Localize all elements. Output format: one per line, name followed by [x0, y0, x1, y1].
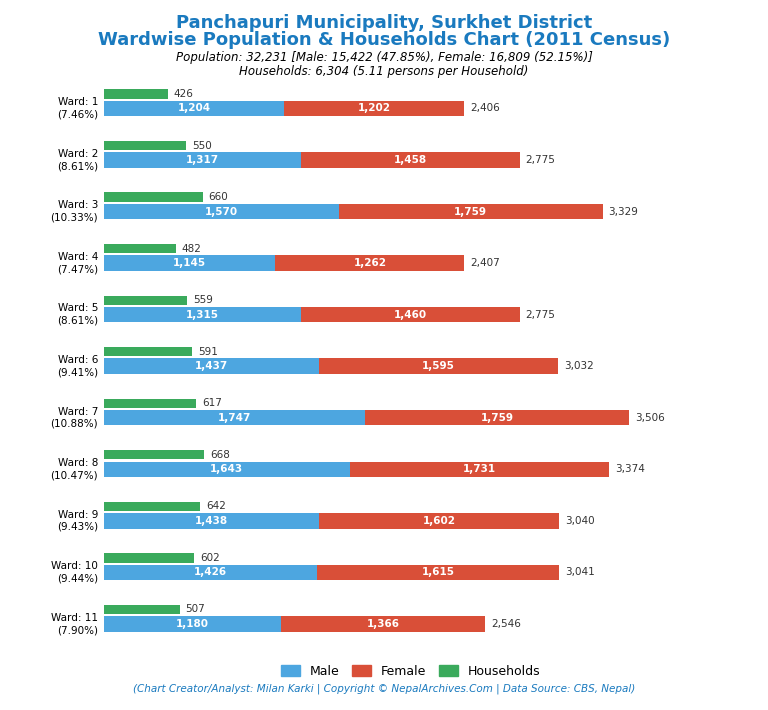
Bar: [104, 502, 200, 511]
Bar: [104, 605, 180, 614]
Text: 2,546: 2,546: [492, 619, 521, 629]
Bar: [104, 295, 187, 305]
Text: 1,570: 1,570: [205, 207, 238, 217]
Text: 1,437: 1,437: [195, 361, 228, 371]
Bar: [104, 141, 186, 151]
Bar: [319, 513, 559, 528]
Bar: [317, 564, 559, 580]
Text: 1,145: 1,145: [173, 258, 206, 268]
Text: 1,262: 1,262: [353, 258, 386, 268]
Bar: [104, 347, 192, 356]
Text: 591: 591: [198, 346, 218, 356]
Bar: [366, 410, 629, 425]
Bar: [104, 192, 203, 202]
Bar: [104, 410, 366, 425]
Text: 482: 482: [182, 244, 202, 253]
Text: 1,747: 1,747: [218, 413, 251, 422]
Bar: [104, 204, 339, 219]
Bar: [104, 152, 301, 168]
Bar: [350, 462, 609, 477]
Text: Wardwise Population & Households Chart (2011 Census): Wardwise Population & Households Chart (…: [98, 31, 670, 49]
Text: 3,374: 3,374: [615, 464, 645, 474]
Bar: [319, 359, 558, 374]
Text: Panchapuri Municipality, Surkhet District: Panchapuri Municipality, Surkhet Distric…: [176, 14, 592, 32]
Text: 617: 617: [202, 398, 222, 408]
Bar: [104, 564, 317, 580]
Text: 3,041: 3,041: [565, 567, 595, 577]
Text: Population: 32,231 [Male: 15,422 (47.85%), Female: 16,809 (52.15%)]: Population: 32,231 [Male: 15,422 (47.85%…: [176, 51, 592, 64]
Bar: [301, 152, 519, 168]
Text: 1,458: 1,458: [394, 155, 427, 165]
Text: 1,731: 1,731: [463, 464, 496, 474]
Text: 602: 602: [200, 553, 220, 563]
Text: 559: 559: [194, 295, 214, 305]
Text: 668: 668: [210, 450, 230, 460]
Text: 1,759: 1,759: [454, 207, 487, 217]
Text: 1,315: 1,315: [186, 310, 219, 320]
Text: 3,032: 3,032: [564, 361, 594, 371]
Text: 1,438: 1,438: [195, 515, 228, 526]
Text: 1,426: 1,426: [194, 567, 227, 577]
Text: 3,329: 3,329: [608, 207, 638, 217]
Text: 2,406: 2,406: [470, 104, 500, 114]
Text: (Chart Creator/Analyst: Milan Karki | Copyright © NepalArchives.Com | Data Sourc: (Chart Creator/Analyst: Milan Karki | Co…: [133, 684, 635, 694]
Bar: [104, 89, 167, 99]
Text: 426: 426: [174, 89, 194, 99]
Text: 1,643: 1,643: [210, 464, 243, 474]
Bar: [339, 204, 603, 219]
Text: 3,506: 3,506: [635, 413, 665, 422]
Text: 1,460: 1,460: [393, 310, 427, 320]
Bar: [284, 101, 464, 116]
Text: 642: 642: [206, 501, 226, 511]
Text: 2,775: 2,775: [525, 310, 555, 320]
Bar: [104, 553, 194, 562]
Text: 2,407: 2,407: [470, 258, 500, 268]
Legend: Male, Female, Households: Male, Female, Households: [276, 660, 545, 683]
Text: 1,180: 1,180: [176, 619, 209, 629]
Text: 1,202: 1,202: [358, 104, 391, 114]
Text: 1,602: 1,602: [422, 515, 455, 526]
Bar: [275, 256, 465, 271]
Bar: [104, 256, 275, 271]
Text: 1,366: 1,366: [366, 619, 399, 629]
Text: 1,317: 1,317: [186, 155, 219, 165]
Bar: [104, 450, 204, 459]
Bar: [104, 101, 284, 116]
Text: 3,040: 3,040: [565, 515, 595, 526]
Text: 2,775: 2,775: [525, 155, 555, 165]
Bar: [104, 244, 176, 253]
Bar: [104, 616, 280, 632]
Text: 1,595: 1,595: [422, 361, 455, 371]
Text: 1,759: 1,759: [481, 413, 514, 422]
Bar: [280, 616, 485, 632]
Bar: [104, 398, 196, 408]
Bar: [104, 513, 319, 528]
Text: 1,615: 1,615: [422, 567, 455, 577]
Text: 1,204: 1,204: [177, 104, 210, 114]
Bar: [104, 359, 319, 374]
Text: 660: 660: [209, 192, 228, 202]
Text: 550: 550: [192, 141, 212, 151]
Text: 507: 507: [186, 604, 205, 614]
Text: Households: 6,304 (5.11 persons per Household): Households: 6,304 (5.11 persons per Hous…: [240, 65, 528, 78]
Bar: [104, 307, 301, 322]
Bar: [104, 462, 350, 477]
Bar: [301, 307, 519, 322]
